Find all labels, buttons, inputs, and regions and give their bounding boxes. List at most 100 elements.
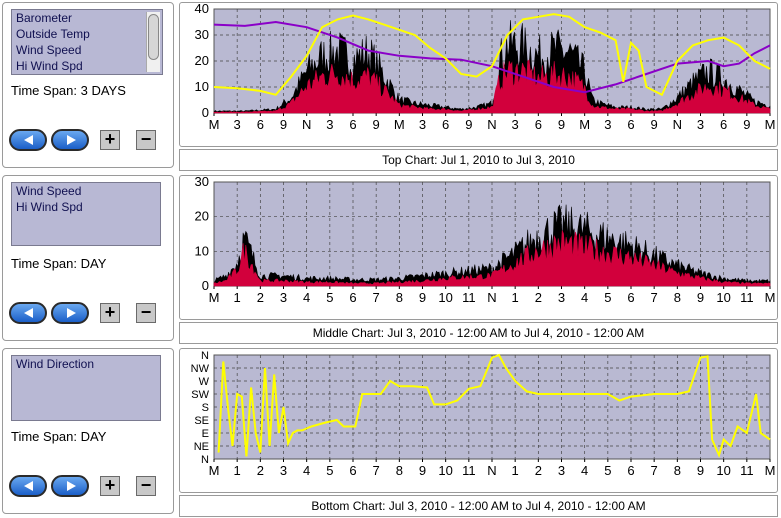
y-tick-label: 30 (195, 176, 209, 189)
arrow-right-icon (67, 481, 76, 491)
x-tick-label: 8 (674, 290, 681, 305)
x-tick-label: 1 (234, 463, 241, 478)
x-tick-label: 3 (234, 117, 241, 132)
next-button[interactable] (51, 302, 89, 324)
list-item[interactable]: Outside Temp (16, 27, 90, 41)
x-tick-label: M (394, 117, 405, 132)
x-tick-label: M (209, 463, 220, 478)
x-tick-label: 3 (512, 117, 519, 132)
x-tick-label: 6 (349, 463, 356, 478)
arrow-left-icon (24, 481, 33, 491)
x-tick-label: 9 (697, 290, 704, 305)
x-tick-label: 6 (627, 463, 634, 478)
x-tick-label: 7 (373, 463, 380, 478)
y-tick-label: 40 (195, 3, 209, 16)
x-tick-label: 5 (604, 290, 611, 305)
next-button[interactable] (51, 475, 89, 497)
y-tick-label: N (201, 454, 209, 466)
x-tick-label: 10 (438, 290, 452, 305)
scroll-thumb[interactable] (148, 14, 159, 60)
x-tick-label: 4 (303, 463, 310, 478)
x-tick-label: 3 (558, 463, 565, 478)
hi-wind-band (213, 59, 771, 114)
x-tick-label: 11 (740, 463, 754, 478)
x-tick-label: 6 (627, 290, 634, 305)
x-tick-label: M (579, 117, 590, 132)
arrow-left-icon (24, 308, 33, 318)
x-tick-label: 9 (419, 463, 426, 478)
list-item[interactable]: Wind Direction (16, 357, 95, 371)
x-tick-label: 6 (349, 290, 356, 305)
y-tick-label: 10 (195, 79, 209, 94)
zoom-out-button[interactable]: − (136, 476, 156, 496)
previous-button[interactable] (9, 475, 47, 497)
y-tick-label: 20 (195, 53, 209, 68)
x-tick-label: 7 (373, 290, 380, 305)
y-tick-label: S (202, 402, 209, 414)
x-tick-label: 9 (558, 117, 565, 132)
x-tick-label: N (302, 117, 311, 132)
x-tick-label: 6 (349, 117, 356, 132)
bottom-chart-caption: Bottom Chart: Jul 3, 2010 - 12:00 AM to … (179, 495, 778, 517)
x-tick-label: N (487, 463, 496, 478)
x-tick-label: 10 (438, 463, 452, 478)
x-tick-label: 8 (674, 463, 681, 478)
y-tick-label: W (199, 376, 210, 388)
x-tick-label: 11 (462, 463, 476, 478)
x-tick-label: 1 (512, 290, 519, 305)
x-tick-label: 3 (419, 117, 426, 132)
x-tick-label: 10 (716, 463, 730, 478)
y-tick-label: 0 (202, 278, 209, 293)
bottom-chart-frame: N NE E SE S SW W NW N M 1 2 3 4 5 6 7 8 9 10 11 N 1 2 3 4 5 6 7 8 9 10 1… (179, 348, 778, 493)
hi-wind-band (213, 230, 771, 287)
x-tick-label: M (765, 290, 776, 305)
y-tick-label: 20 (195, 209, 209, 224)
purple-series-line (213, 20, 771, 94)
next-button[interactable] (51, 129, 89, 151)
arrow-right-icon (67, 135, 76, 145)
time-span-label: Time Span: 3 DAYS (11, 83, 126, 98)
x-tick-label: 4 (581, 463, 588, 478)
x-tick-label: 9 (465, 117, 472, 132)
list-item[interactable]: Wind Speed (16, 184, 82, 198)
x-tick-label: 6 (627, 117, 634, 132)
x-tick-label: 3 (697, 117, 704, 132)
middle-chart-caption: Middle Chart: Jul 3, 2010 - 12:00 AM to … (179, 322, 778, 344)
x-tick-label: 6 (720, 117, 727, 132)
x-tick-label: N (487, 290, 496, 305)
x-tick-label: 3 (280, 463, 287, 478)
x-tick-label: 7 (651, 290, 658, 305)
previous-button[interactable] (9, 302, 47, 324)
x-tick-label: M (765, 463, 776, 478)
zoom-in-button[interactable]: + (100, 130, 120, 150)
zoom-out-button[interactable]: − (136, 303, 156, 323)
x-tick-label: 2 (257, 290, 264, 305)
series-list-middle[interactable]: Wind Speed Hi Wind Spd (11, 182, 161, 246)
zoom-in-button[interactable]: + (100, 303, 120, 323)
series-list-top[interactable]: Barometer Outside Temp Wind Speed Hi Win… (11, 9, 163, 75)
top-chart-caption: Top Chart: Jul 1, 2010 to Jul 3, 2010 (179, 149, 778, 171)
x-tick-label: 9 (419, 290, 426, 305)
y-tick-label: 10 (195, 243, 209, 258)
list-item[interactable]: Barometer (16, 11, 73, 25)
list-item[interactable]: Hi Wind Spd (16, 59, 83, 73)
series-list-bottom[interactable]: Wind Direction (11, 355, 161, 421)
x-tick-label: 6 (257, 117, 264, 132)
arrow-left-icon (24, 135, 33, 145)
x-tick-label: 1 (234, 290, 241, 305)
list-item[interactable]: Hi Wind Spd (16, 200, 83, 214)
x-tick-label: 3 (280, 290, 287, 305)
previous-button[interactable] (9, 129, 47, 151)
list-scrollbar[interactable] (146, 12, 160, 72)
control-panel-middle: Wind Speed Hi Wind Spd Time Span: DAY + … (2, 175, 174, 341)
zoom-in-button[interactable]: + (100, 476, 120, 496)
x-tick-label: 5 (326, 463, 333, 478)
zoom-out-button[interactable]: − (136, 130, 156, 150)
list-item[interactable]: Wind Speed (16, 43, 82, 57)
x-tick-label: 8 (396, 290, 403, 305)
y-tick-label: NW (191, 363, 210, 375)
x-tick-label: 2 (257, 463, 264, 478)
